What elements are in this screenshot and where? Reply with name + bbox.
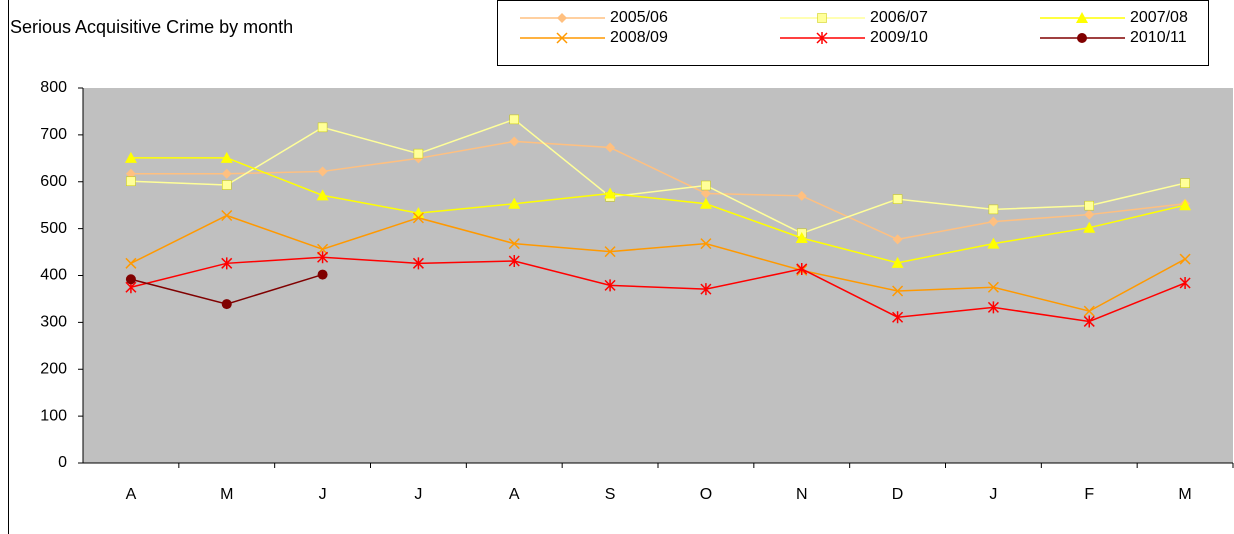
marker [221, 209, 233, 222]
x-tick-label: N [796, 486, 808, 503]
series-line [130, 118, 1186, 235]
series-line [130, 256, 1186, 323]
marker [604, 187, 617, 199]
y-tick-label: 200 [40, 360, 67, 377]
marker [604, 246, 616, 258]
plot-area [83, 88, 1233, 463]
x-tick-label: M [220, 486, 233, 503]
marker [796, 190, 807, 201]
marker [557, 13, 567, 23]
marker [1179, 277, 1191, 289]
marker [795, 232, 808, 243]
marker [1083, 305, 1095, 317]
y-tick-label: 400 [40, 267, 67, 284]
marker [317, 243, 329, 255]
marker [1084, 209, 1095, 220]
series-line [130, 214, 1186, 312]
x-tick-label: D [892, 486, 904, 503]
marker [556, 32, 568, 44]
y-tick-label: 800 [40, 79, 67, 96]
marker [987, 281, 999, 293]
marker [987, 301, 999, 314]
marker [508, 197, 521, 209]
marker [508, 238, 520, 250]
marker [126, 176, 136, 187]
marker [125, 168, 136, 179]
legend-label: 2006/07 [870, 9, 928, 26]
marker [221, 168, 232, 179]
y-tick-label: 100 [40, 407, 67, 424]
marker [125, 274, 136, 285]
legend-box [497, 0, 1209, 66]
y-tick-label: 700 [40, 126, 67, 143]
marker [1083, 315, 1095, 328]
legend-label: 2009/10 [870, 29, 928, 46]
y-tick-label: 300 [40, 314, 67, 331]
marker [1084, 200, 1094, 211]
x-tick-label: J [414, 486, 422, 503]
marker [701, 180, 711, 191]
chart-title: Serious Acquisitive Crime by month [10, 17, 293, 37]
marker [988, 216, 999, 227]
marker [413, 148, 424, 159]
y-tick-label: 500 [40, 220, 67, 237]
marker [1179, 199, 1192, 211]
x-tick-label: S [605, 486, 616, 503]
y-tick-label: 600 [40, 173, 67, 190]
legend-label: 2008/09 [610, 29, 668, 46]
x-tick-label: A [126, 486, 137, 503]
marker [1076, 12, 1088, 23]
marker [317, 166, 328, 177]
marker [605, 142, 616, 153]
marker [892, 234, 903, 245]
marker [699, 197, 712, 209]
marker [892, 285, 904, 297]
marker [988, 204, 999, 215]
marker [317, 251, 329, 264]
x-tick-label: J [319, 486, 327, 503]
x-tick-label: O [700, 486, 712, 503]
marker [412, 212, 424, 224]
series-line [130, 157, 1186, 264]
marker [125, 257, 137, 269]
legend-label: 2007/08 [1130, 9, 1188, 26]
marker [316, 189, 329, 201]
x-tick-label: M [1178, 486, 1191, 503]
marker [892, 194, 903, 204]
x-tick-label: A [509, 486, 520, 503]
marker [604, 279, 616, 292]
marker [816, 32, 828, 44]
marker [412, 257, 424, 270]
legend-label: 2005/06 [610, 9, 668, 26]
x-tick-label: F [1084, 486, 1094, 503]
marker [221, 257, 233, 270]
marker [892, 311, 904, 324]
marker [891, 256, 904, 268]
marker [1180, 178, 1190, 188]
marker [1083, 221, 1096, 233]
y-tick-label: 0 [58, 454, 67, 471]
marker [509, 114, 519, 125]
marker [221, 299, 232, 310]
marker [700, 188, 711, 199]
marker [222, 180, 232, 190]
marker [124, 151, 137, 163]
marker [700, 283, 712, 296]
marker [1077, 33, 1087, 43]
marker [509, 136, 520, 147]
marker [700, 238, 712, 250]
marker [1179, 253, 1191, 265]
legend-label: 2010/11 [1130, 29, 1187, 46]
marker [987, 237, 1000, 249]
marker [796, 262, 808, 275]
marker [317, 122, 328, 133]
marker [817, 13, 827, 23]
marker [317, 269, 328, 280]
series-line [130, 140, 1186, 241]
marker [508, 254, 520, 267]
x-tick-label: J [989, 486, 997, 503]
marker [220, 151, 233, 163]
